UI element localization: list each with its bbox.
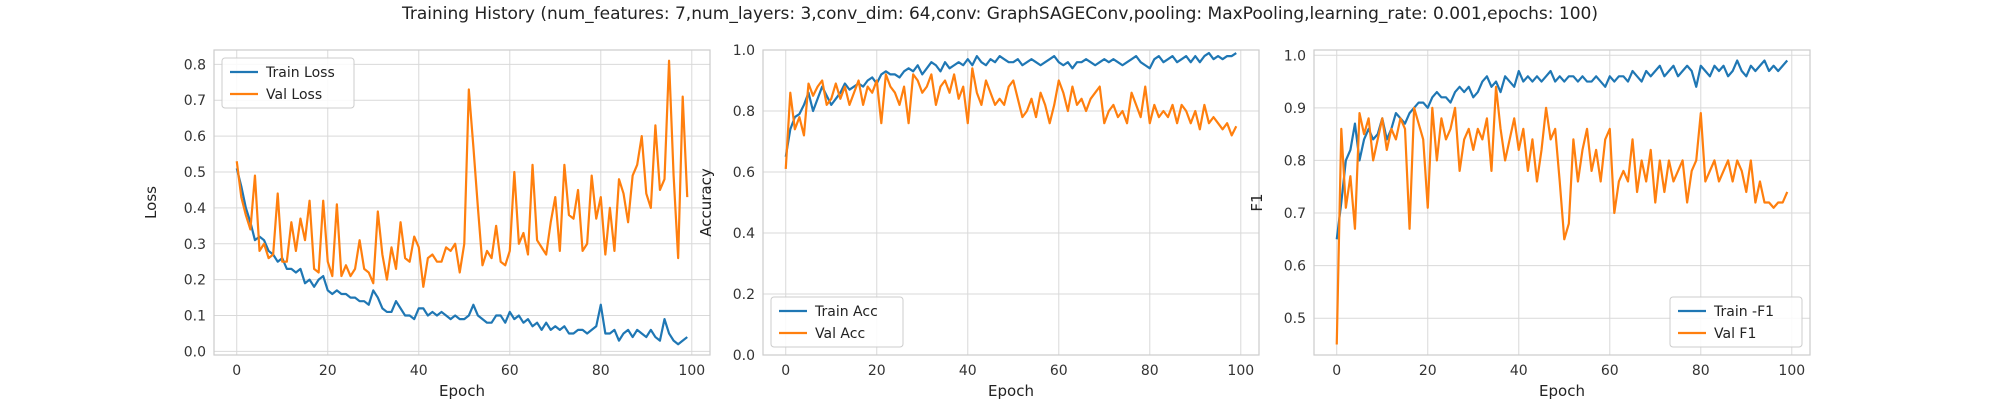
chart-panel-2: 0 20 40 60 80 100 0.0 0.2 0.4 0.6 0.8 1.0 Epoch Accur…	[697, 43, 1260, 400]
x-axis-label: Epoch	[988, 382, 1034, 400]
x-tick-label: 100	[1227, 363, 1254, 379]
y-tick-label: 0.2	[184, 273, 206, 289]
series-line-val	[1335, 85, 1789, 345]
y-tick-label: 0.1	[184, 309, 206, 325]
legend-entry: Train Loss	[265, 65, 335, 81]
x-tick-label: 100	[1778, 363, 1805, 379]
x-tick-label: 0	[232, 363, 241, 379]
y-tick-label: 0.7	[1284, 206, 1306, 222]
y-tick-label: 0.5	[1284, 311, 1306, 327]
x-tick-label: 80	[1692, 363, 1710, 379]
y-tick-label: 0.7	[184, 93, 206, 109]
x-tick-label: 60	[501, 363, 519, 379]
y-tick-label: 0.3	[184, 237, 206, 253]
y-tick-label: 0.6	[184, 129, 206, 145]
x-tick-label: 0	[1332, 363, 1341, 379]
y-tick-label: 0.4	[184, 201, 206, 217]
plot-frame	[1313, 49, 1811, 356]
x-axis-label: Epoch	[1539, 382, 1585, 400]
series-line-val	[784, 67, 1238, 170]
legend-entry: Train Acc	[814, 304, 878, 320]
legend-box	[221, 57, 355, 109]
y-tick-label: 0.8	[733, 104, 755, 120]
series-line-train	[784, 51, 1237, 157]
y-tick-label: 0.9	[1284, 101, 1306, 117]
x-tick-label: 20	[868, 363, 886, 379]
x-tick-label: 0	[781, 363, 790, 379]
y-tick-label: 0.0	[184, 344, 206, 360]
chart-panel-1: 0 20 40 60 80 100 0.0 0.1 0.2 0.3 0.4 0.5 0.6 0.7 0.8 E…	[142, 49, 711, 400]
legend-box	[1669, 296, 1803, 348]
plot-frame	[762, 49, 1260, 356]
legend-entry: Val F1	[1714, 326, 1756, 342]
y-axis-label: F1	[1248, 193, 1266, 211]
y-tick-label: 1.0	[733, 43, 755, 59]
x-tick-label: 80	[1141, 363, 1159, 379]
legend-entry: Val Acc	[815, 326, 865, 342]
y-tick-label: 0.6	[1284, 259, 1306, 275]
y-tick-label: 0.0	[733, 348, 755, 364]
legend: Train Acc Val Acc	[770, 296, 904, 348]
legend-entry: Val Loss	[266, 87, 322, 103]
x-tick-label: 60	[1601, 363, 1619, 379]
series-line-train	[235, 168, 688, 346]
x-tick-label: 20	[319, 363, 337, 379]
legend-box	[770, 296, 904, 348]
y-tick-label: 0.6	[733, 165, 755, 181]
y-tick-label: 0.2	[733, 287, 755, 303]
legend-entry: Train -F1	[1713, 304, 1774, 320]
x-tick-label: 80	[592, 363, 610, 379]
legend: Train -F1 Val F1	[1669, 296, 1803, 348]
figure-title: Training History (num_features: 7,num_la…	[402, 4, 1598, 24]
y-axis-label: Loss	[142, 186, 160, 219]
series-line-val	[235, 59, 689, 288]
x-tick-label: 20	[1419, 363, 1437, 379]
y-tick-label: 0.8	[1284, 153, 1306, 169]
x-tick-label: 40	[410, 363, 428, 379]
x-tick-label: 100	[678, 363, 705, 379]
chart-panel-3: 0 20 40 60 80 100 0.5 0.6 0.7 0.8 0.9 1.0 Epoch F1 Tra…	[1248, 48, 1811, 400]
y-tick-label: 0.5	[184, 165, 206, 181]
plot-frame	[213, 49, 711, 356]
series-line-train	[1335, 59, 1789, 240]
legend: Train Loss Val Loss	[221, 57, 355, 109]
x-tick-label: 40	[959, 363, 977, 379]
y-axis-label: Accuracy	[697, 168, 715, 237]
y-tick-label: 0.8	[184, 57, 206, 73]
x-tick-label: 60	[1050, 363, 1068, 379]
x-axis-label: Epoch	[439, 382, 485, 400]
y-tick-label: 1.0	[1284, 48, 1306, 64]
y-tick-label: 0.4	[733, 226, 755, 242]
x-tick-label: 40	[1510, 363, 1528, 379]
